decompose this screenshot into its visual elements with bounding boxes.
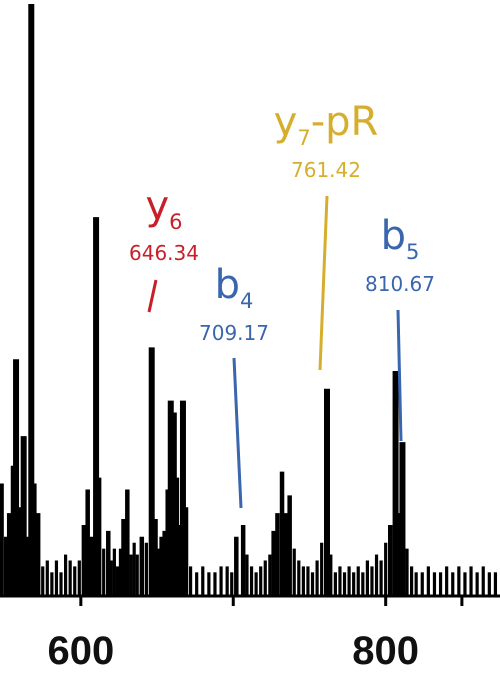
ion-annotation-b5: b5 810.67 bbox=[365, 213, 435, 442]
ion-annotation-y7-pR: y7-pR 761.42 bbox=[274, 99, 379, 371]
ion-leader-line bbox=[147, 279, 158, 313]
ion-leader-line bbox=[318, 195, 329, 371]
ion-annotation-b4: b4 709.17 bbox=[199, 262, 269, 509]
ion-annotation-y6: y6 646.34 bbox=[129, 183, 199, 313]
ion-mz-value: 810.67 bbox=[365, 272, 435, 296]
x-tick-label: 800 bbox=[352, 629, 419, 673]
ion-label: b5 bbox=[381, 213, 420, 264]
ion-label: b4 bbox=[215, 262, 254, 313]
spectrum-peaks bbox=[0, 4, 498, 596]
ion-mz-value: 761.42 bbox=[291, 158, 361, 182]
ion-leader-line bbox=[232, 357, 243, 509]
ion-annotations: y6 646.34 b4 709.17 y7-pR 761.42 b5 810.67 bbox=[129, 99, 435, 509]
x-axis: 600 800 bbox=[0, 594, 500, 673]
ion-leader-line bbox=[396, 309, 403, 442]
ion-label: y7-pR bbox=[274, 99, 379, 150]
ion-label: y6 bbox=[145, 183, 182, 234]
x-tick-label: 600 bbox=[47, 629, 114, 673]
ion-mz-value: 709.17 bbox=[199, 321, 269, 345]
ion-mz-value: 646.34 bbox=[129, 241, 199, 265]
